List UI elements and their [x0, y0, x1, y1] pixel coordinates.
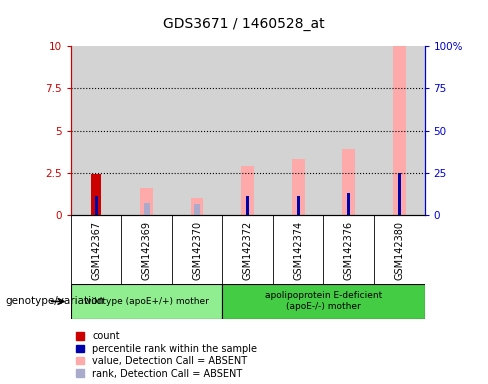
Text: GSM142380: GSM142380: [394, 220, 404, 280]
Text: GSM142367: GSM142367: [91, 220, 101, 280]
Bar: [273, 46, 324, 215]
Bar: [374, 46, 425, 215]
Text: genotype/variation: genotype/variation: [5, 296, 104, 306]
Bar: [246, 197, 249, 215]
Bar: [292, 159, 305, 215]
Bar: [143, 203, 150, 215]
Text: GSM142369: GSM142369: [142, 220, 152, 280]
Bar: [297, 197, 300, 215]
Text: GSM142370: GSM142370: [192, 220, 202, 280]
Bar: [347, 193, 350, 215]
Bar: [140, 188, 153, 215]
Text: GSM142374: GSM142374: [293, 220, 303, 280]
Bar: [172, 46, 223, 215]
Bar: [91, 174, 101, 215]
Bar: [242, 166, 254, 215]
Bar: [223, 46, 273, 215]
Bar: [95, 197, 98, 215]
Bar: [71, 46, 122, 215]
Text: apolipoprotein E-deficient
(apoE-/-) mother: apolipoprotein E-deficient (apoE-/-) mot…: [265, 291, 382, 311]
Bar: [343, 149, 355, 215]
Text: GSM142372: GSM142372: [243, 220, 253, 280]
Bar: [71, 284, 223, 319]
Text: GDS3671 / 1460528_at: GDS3671 / 1460528_at: [163, 17, 325, 31]
Bar: [393, 46, 406, 215]
Legend: count, percentile rank within the sample, value, Detection Call = ABSENT, rank, : count, percentile rank within the sample…: [76, 331, 257, 379]
Text: GSM142376: GSM142376: [344, 220, 354, 280]
Bar: [191, 198, 203, 215]
Bar: [324, 46, 374, 215]
Bar: [398, 173, 401, 215]
Bar: [194, 204, 200, 215]
Bar: [223, 284, 425, 319]
Bar: [122, 46, 172, 215]
Text: wildtype (apoE+/+) mother: wildtype (apoE+/+) mother: [84, 297, 209, 306]
